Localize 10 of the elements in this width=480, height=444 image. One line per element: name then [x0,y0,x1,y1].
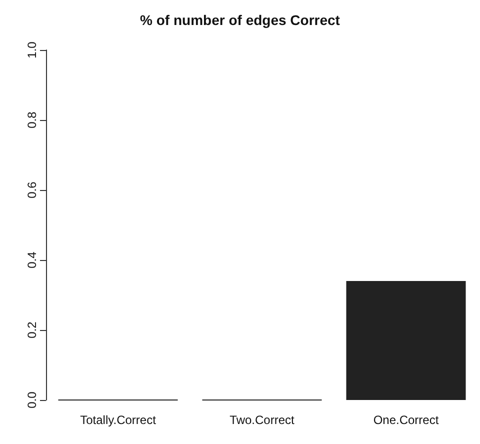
y-tick-label: 0.8 [25,111,39,128]
x-tick-label: One.Correct [373,413,440,427]
y-tick-label: 0.2 [25,321,39,338]
x-tick-label: Totally.Correct [80,413,157,427]
y-tick-label: 1.0 [25,41,39,58]
y-tick-label: 0.4 [25,251,39,268]
x-tick-label: Two.Correct [230,413,296,427]
y-tick-label: 0.0 [25,391,39,408]
chart-title: % of number of edges Correct [140,12,340,28]
y-tick-label: 0.6 [25,181,39,198]
